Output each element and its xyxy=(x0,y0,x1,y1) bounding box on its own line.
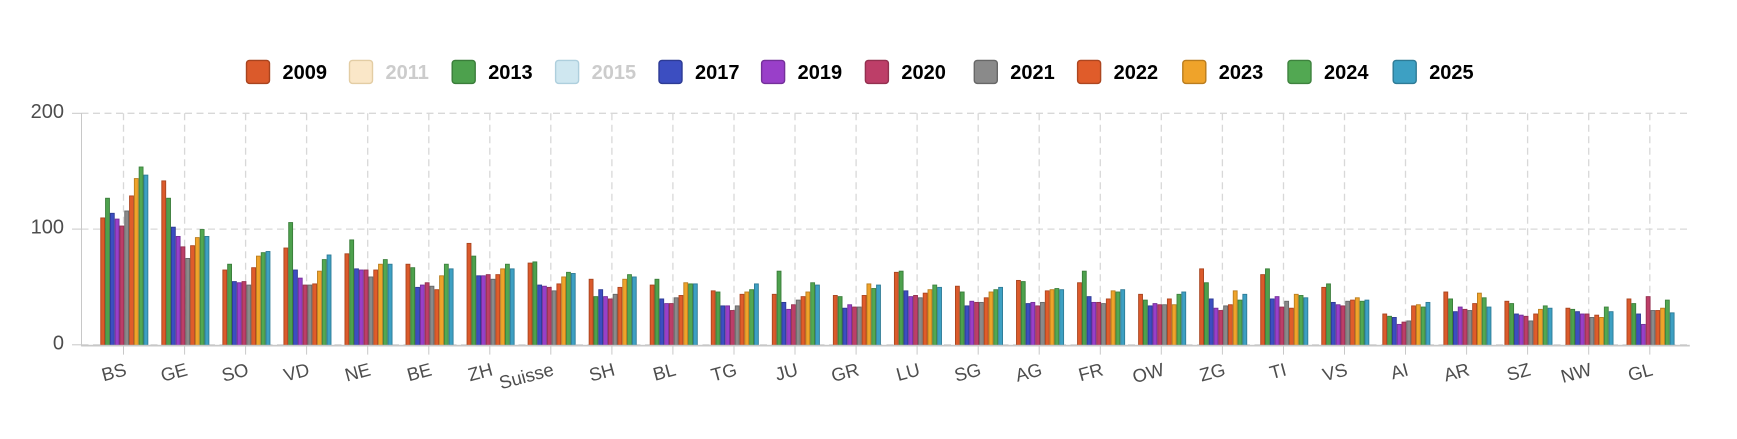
svg-text:2009: 2009 xyxy=(283,62,328,84)
svg-text:TI: TI xyxy=(1267,359,1288,384)
svg-text:200: 200 xyxy=(31,101,64,123)
svg-text:2023: 2023 xyxy=(1219,62,1264,84)
svg-text:2022: 2022 xyxy=(1114,62,1159,84)
svg-text:2021: 2021 xyxy=(1010,62,1055,84)
svg-text:2017: 2017 xyxy=(695,62,740,84)
svg-text:AI: AI xyxy=(1388,359,1410,384)
svg-text:2015: 2015 xyxy=(592,62,637,84)
svg-text:100: 100 xyxy=(31,217,64,239)
svg-text:2024: 2024 xyxy=(1324,62,1369,84)
svg-text:2013: 2013 xyxy=(488,62,533,84)
svg-text:2011: 2011 xyxy=(386,62,429,84)
svg-text:2025: 2025 xyxy=(1429,62,1474,84)
svg-text:0: 0 xyxy=(53,332,64,354)
svg-text:2020: 2020 xyxy=(901,62,946,84)
svg-text:2019: 2019 xyxy=(798,62,843,84)
